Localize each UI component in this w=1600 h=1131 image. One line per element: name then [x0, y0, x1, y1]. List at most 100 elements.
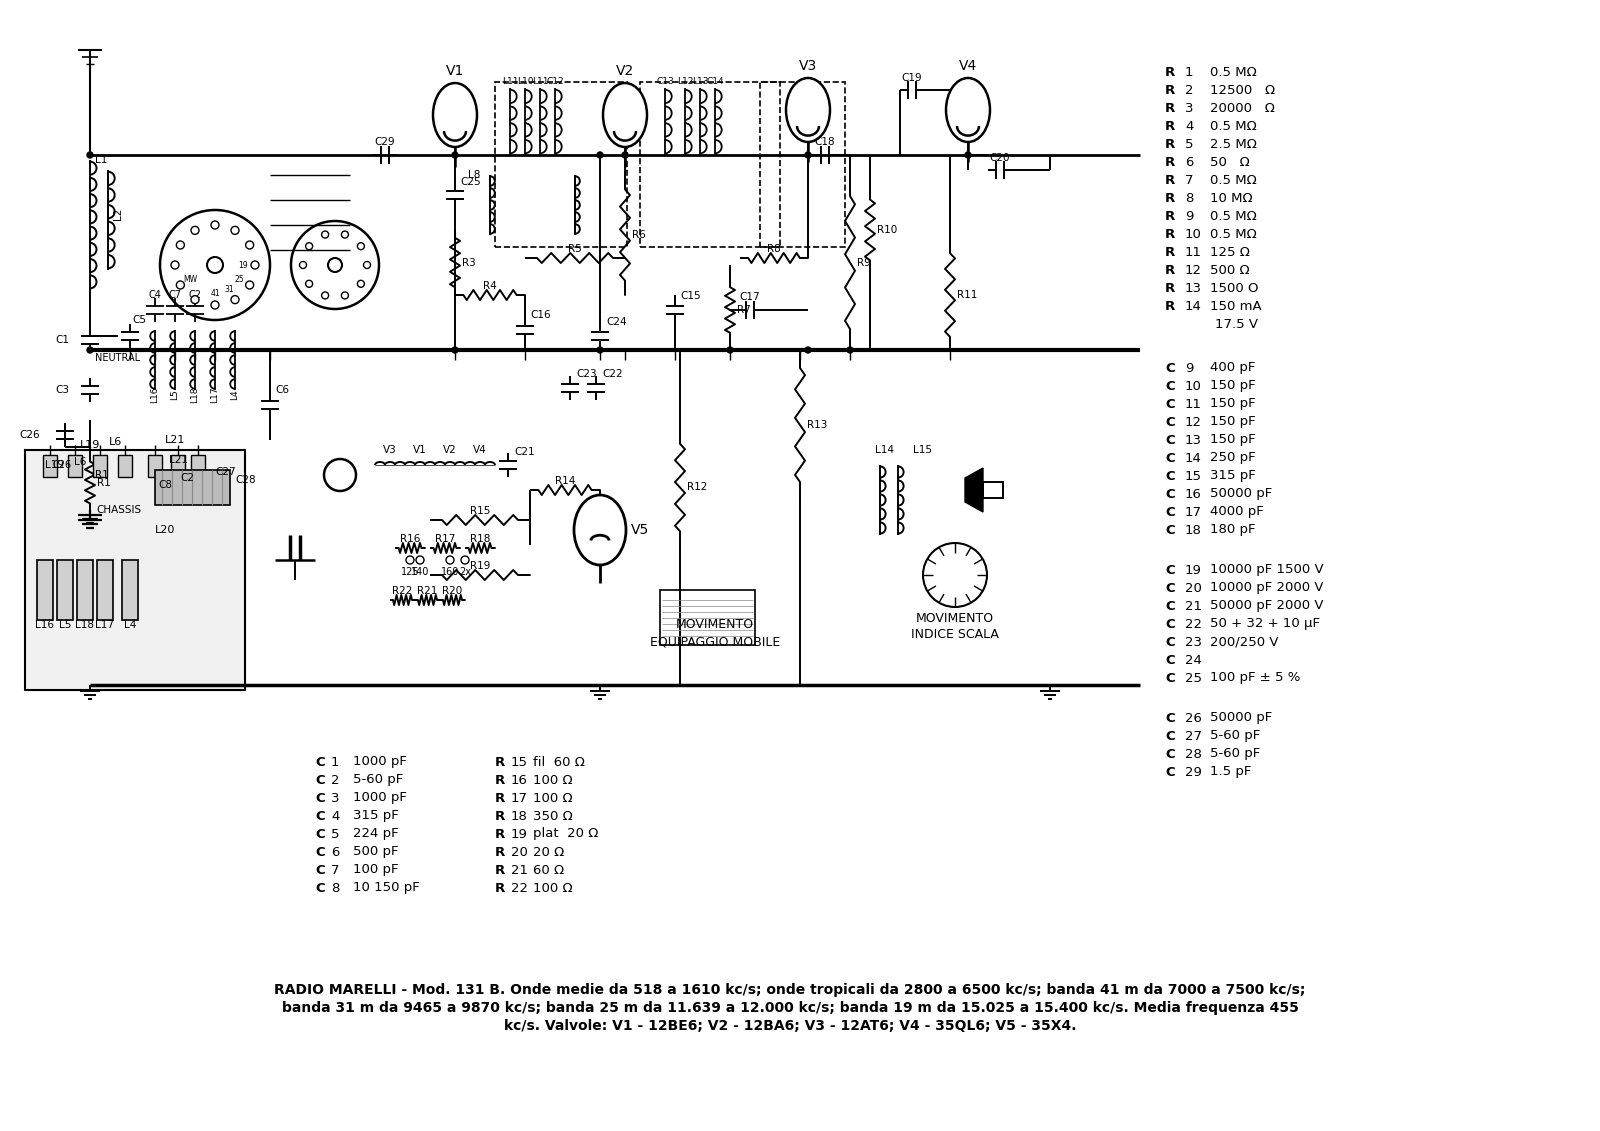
Text: R: R — [494, 792, 506, 804]
Text: 9: 9 — [1186, 209, 1194, 223]
Text: L18: L18 — [75, 620, 94, 630]
Text: V4: V4 — [958, 59, 978, 74]
Text: R: R — [494, 774, 506, 786]
Text: L11: L11 — [502, 78, 518, 86]
Text: V4: V4 — [474, 444, 486, 455]
Circle shape — [160, 210, 270, 320]
Text: C29: C29 — [374, 137, 395, 147]
Polygon shape — [26, 450, 245, 690]
Text: 20: 20 — [510, 846, 528, 858]
Text: C13: C13 — [656, 78, 674, 86]
Text: L12: L12 — [677, 78, 693, 86]
Text: C26: C26 — [53, 460, 72, 470]
Text: C: C — [1165, 748, 1174, 760]
Circle shape — [341, 292, 349, 299]
Text: R: R — [494, 810, 506, 822]
Circle shape — [322, 231, 328, 238]
Text: 19: 19 — [510, 828, 528, 840]
Text: 4: 4 — [331, 810, 339, 822]
Bar — [494, 83, 627, 247]
Circle shape — [805, 347, 811, 353]
Text: 100 Ω: 100 Ω — [533, 792, 573, 804]
Text: 10000 pF 1500 V: 10000 pF 1500 V — [1210, 563, 1323, 577]
Circle shape — [328, 258, 342, 271]
Text: C5: C5 — [131, 316, 146, 325]
Text: L16: L16 — [35, 620, 54, 630]
Text: C: C — [1165, 506, 1174, 518]
Text: C: C — [1165, 362, 1174, 374]
Circle shape — [306, 243, 312, 250]
Text: L20: L20 — [155, 525, 176, 535]
Text: C6: C6 — [275, 385, 290, 395]
Bar — [77, 560, 93, 620]
Text: C: C — [1165, 524, 1174, 536]
Text: 5-60 pF: 5-60 pF — [1210, 729, 1261, 742]
Text: L21: L21 — [165, 435, 186, 444]
Text: C: C — [1165, 433, 1174, 447]
Text: C: C — [1165, 415, 1174, 429]
Text: 41: 41 — [210, 288, 219, 297]
Text: C: C — [1165, 766, 1174, 778]
Text: 17: 17 — [510, 792, 528, 804]
Text: 22: 22 — [1186, 618, 1202, 630]
Text: C: C — [1165, 729, 1174, 742]
Text: C4: C4 — [149, 290, 162, 300]
Text: L19: L19 — [45, 460, 64, 470]
Text: R14: R14 — [555, 476, 574, 486]
Bar — [122, 560, 138, 620]
Text: 12: 12 — [1186, 415, 1202, 429]
Bar — [67, 455, 82, 477]
Text: R: R — [494, 846, 506, 858]
Text: 10 MΩ: 10 MΩ — [1210, 191, 1253, 205]
Text: 20: 20 — [1186, 581, 1202, 595]
Text: 27: 27 — [1186, 729, 1202, 742]
Text: 20000   Ω: 20000 Ω — [1210, 102, 1275, 114]
Text: C: C — [1165, 469, 1174, 483]
Text: 4000 pF: 4000 pF — [1210, 506, 1264, 518]
Text: 26: 26 — [1186, 711, 1202, 725]
Text: RADIO MARELLI - Mod. 131 B. Onde medie da 518 a 1610 kc/s; onde tropicali da 280: RADIO MARELLI - Mod. 131 B. Onde medie d… — [274, 983, 1306, 998]
Circle shape — [230, 226, 238, 234]
Text: R16: R16 — [400, 534, 421, 544]
Text: R: R — [1165, 138, 1176, 150]
Text: 5-60 pF: 5-60 pF — [1210, 748, 1261, 760]
Text: C: C — [1165, 711, 1174, 725]
Text: 10000 pF 2000 V: 10000 pF 2000 V — [1210, 581, 1323, 595]
Circle shape — [322, 292, 328, 299]
Text: L13: L13 — [691, 78, 709, 86]
Text: 500 Ω: 500 Ω — [1210, 264, 1250, 276]
Text: 20 Ω: 20 Ω — [533, 846, 565, 858]
Text: MW: MW — [184, 275, 198, 284]
Text: L6: L6 — [74, 457, 86, 467]
Text: R: R — [1165, 191, 1176, 205]
Text: R: R — [1165, 209, 1176, 223]
Text: R11: R11 — [957, 290, 978, 300]
Text: L1: L1 — [94, 155, 107, 165]
Text: 18: 18 — [510, 810, 528, 822]
Text: 7: 7 — [331, 863, 339, 877]
Text: L4: L4 — [123, 620, 136, 630]
Text: 5-60 pF: 5-60 pF — [354, 774, 403, 786]
Text: 315 pF: 315 pF — [1210, 469, 1256, 483]
Text: 500 pF: 500 pF — [354, 846, 398, 858]
Text: L19: L19 — [80, 440, 101, 450]
Text: R: R — [1165, 120, 1176, 132]
Bar — [190, 455, 205, 477]
Text: 200/250 V: 200/250 V — [1210, 636, 1278, 648]
Text: R17: R17 — [435, 534, 454, 544]
Text: MOVIMENTO: MOVIMENTO — [915, 612, 994, 624]
Text: 125: 125 — [400, 567, 419, 577]
Text: 11: 11 — [1186, 245, 1202, 259]
Bar — [37, 560, 53, 620]
Text: 150 pF: 150 pF — [1210, 433, 1256, 447]
Ellipse shape — [786, 78, 830, 143]
Text: L16: L16 — [150, 387, 160, 404]
Polygon shape — [965, 468, 982, 512]
Text: INDICE SCALA: INDICE SCALA — [910, 629, 998, 641]
Text: R: R — [1165, 245, 1176, 259]
Text: 50000 pF: 50000 pF — [1210, 487, 1272, 501]
Text: 16: 16 — [510, 774, 528, 786]
Text: 31: 31 — [224, 285, 234, 294]
Circle shape — [306, 280, 312, 287]
Text: 60 Ω: 60 Ω — [533, 863, 565, 877]
